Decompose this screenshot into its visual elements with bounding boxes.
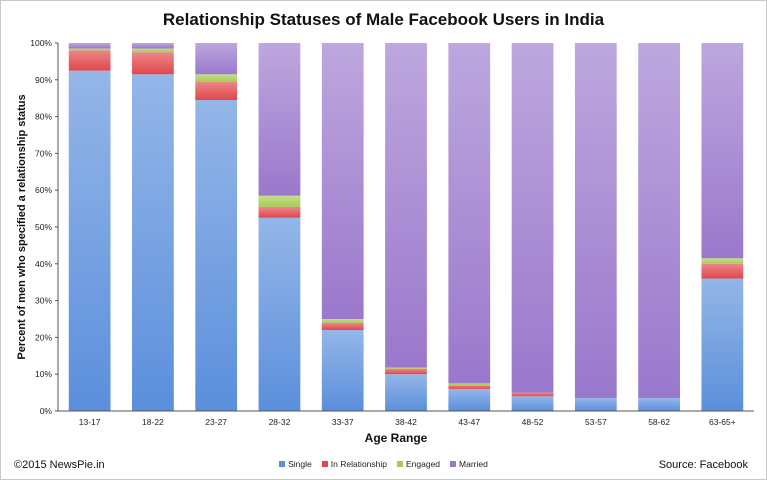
bar-segment-single-63-65+	[701, 278, 744, 411]
bar-segment-married-58-62	[638, 43, 680, 399]
x-tick-label: 53-57	[585, 417, 607, 427]
y-tick-label: 100%	[30, 38, 52, 48]
bar-segment-single-18-22	[132, 74, 174, 411]
legend-label: Married	[459, 459, 488, 469]
bar-segment-engaged-63-65+	[701, 258, 744, 264]
legend-swatch	[450, 461, 457, 467]
bar-segment-engaged-38-42	[385, 367, 427, 369]
bar-segment-engaged-13-17	[68, 48, 111, 51]
x-tick-label: 38-42	[395, 417, 417, 427]
bar-segment-married-18-22	[132, 43, 174, 49]
y-tick-label: 80%	[35, 112, 52, 122]
bar-segment-single-48-52	[511, 396, 554, 411]
legend-label: In Relationship	[330, 459, 387, 469]
bar-segment-single-28-32	[258, 217, 301, 411]
y-tick-label: 70%	[35, 148, 52, 158]
legend-item: Engaged	[397, 459, 440, 469]
legend-swatch	[279, 461, 286, 467]
x-tick-label: 33-37	[332, 417, 354, 427]
y-tick-label: 10%	[35, 369, 52, 379]
legend-item: Married	[450, 459, 488, 469]
bar-segment-married-43-47	[448, 43, 491, 384]
x-tick-label: 23-27	[205, 417, 227, 427]
legend: Single In Relationship Engaged Married	[1, 459, 766, 469]
x-tick-label: 18-22	[142, 417, 164, 427]
legend-item: In Relationship	[321, 459, 387, 469]
bar-segment-in-relationship-33-37	[321, 322, 364, 331]
legend-swatch	[321, 461, 328, 467]
bar-segment-engaged-23-27	[195, 74, 238, 82]
bar-segment-engaged-18-22	[132, 48, 174, 53]
bar-segment-single-58-62	[638, 398, 680, 411]
y-tick-label: 0%	[40, 406, 53, 416]
bar-segment-single-23-27	[195, 100, 238, 411]
bar-segment-married-23-27	[195, 43, 238, 75]
y-axis-label: Percent of men who specified a relations…	[16, 94, 28, 359]
y-tick-label: 30%	[35, 296, 52, 306]
bar-segment-single-13-17	[68, 70, 111, 411]
bar-segment-married-38-42	[385, 43, 427, 368]
source-text: Source: Facebook	[658, 459, 748, 471]
copyright-text: ©2015 NewsPie.in	[14, 459, 105, 471]
legend-item: Single	[279, 459, 312, 469]
bar-segment-married-48-52	[511, 43, 554, 393]
bar-segment-married-53-57	[574, 43, 617, 399]
bar-segment-married-13-17	[68, 43, 111, 49]
y-tick-label: 20%	[35, 332, 52, 342]
y-tick-label: 50%	[35, 222, 52, 232]
legend-label: Single	[288, 459, 312, 469]
x-tick-label: 58-62	[648, 417, 670, 427]
legend-swatch	[397, 461, 403, 467]
chart-title: Relationship Statuses of Male Facebook U…	[162, 10, 605, 29]
bar-segment-single-38-42	[385, 374, 427, 411]
bar-segment-engaged-33-37	[321, 319, 364, 323]
bar-segment-in-relationship-18-22	[132, 52, 174, 75]
bar-segment-in-relationship-48-52	[511, 392, 554, 397]
x-tick-label: 13-17	[79, 417, 101, 427]
bar-segment-single-43-47	[448, 388, 491, 411]
x-tick-label: 28-32	[269, 417, 291, 427]
bar-segment-in-relationship-38-42	[385, 368, 427, 375]
bar-segment-in-relationship-23-27	[195, 81, 238, 101]
legend-label: Engaged	[406, 459, 441, 469]
y-tick-label: 40%	[35, 259, 52, 269]
x-tick-label: 48-52	[522, 417, 544, 427]
bar-segment-in-relationship-28-32	[258, 206, 301, 218]
bar-segment-in-relationship-13-17	[68, 50, 111, 71]
x-tick-label: 63-65+	[709, 417, 736, 427]
x-tick-label: 43-47	[458, 417, 480, 427]
bar-segment-engaged-28-32	[258, 195, 301, 207]
bar-segment-single-33-37	[321, 330, 364, 411]
bar-segment-single-53-57	[574, 398, 617, 411]
bar-segment-in-relationship-43-47	[448, 385, 491, 389]
bar-segment-married-28-32	[258, 43, 301, 196]
bar-segment-engaged-43-47	[448, 383, 491, 386]
bar-segment-married-33-37	[321, 43, 364, 319]
y-tick-label: 60%	[35, 185, 52, 195]
bar-segment-in-relationship-63-65+	[701, 263, 744, 279]
bar-segment-married-63-65+	[701, 43, 744, 259]
y-tick-label: 90%	[35, 75, 52, 85]
x-axis-label: Age Range	[365, 431, 428, 445]
